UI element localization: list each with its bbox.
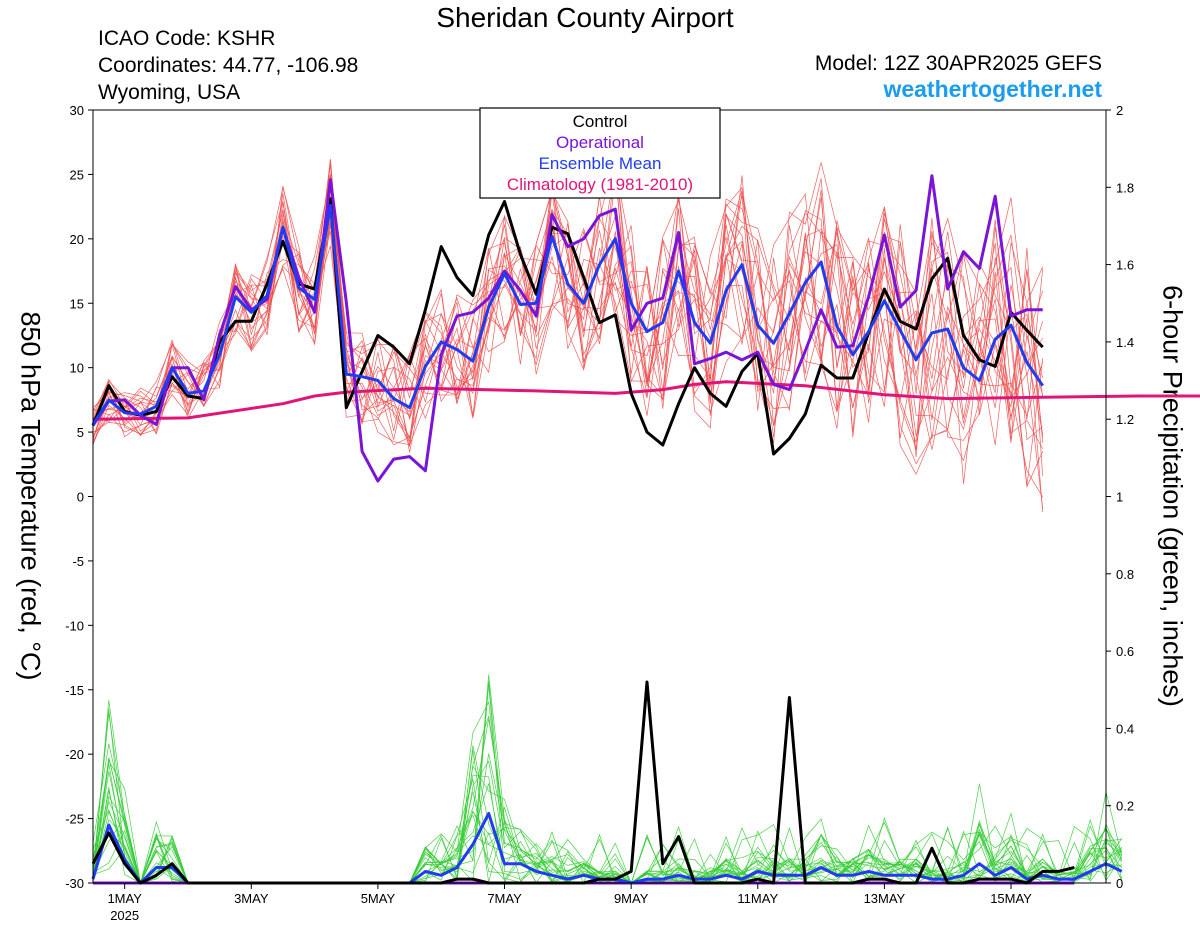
temp-member-lines	[92, 157, 1044, 513]
temp-member-line	[92, 159, 1044, 440]
y-left-tick-label: 25	[70, 167, 84, 182]
legend-entry: Control	[573, 112, 628, 131]
y-right-tick-label: 0.6	[1116, 644, 1134, 659]
y-left-tick-label: -30	[65, 876, 84, 891]
series-line-ensemble-mean	[91, 203, 1044, 426]
y-left-tick-label: 20	[70, 232, 84, 247]
axes: 302520151050-5-10-15-20-25-3021.81.61.41…	[65, 103, 1134, 923]
y-right-tick-label: 0.2	[1116, 799, 1134, 814]
temp-member-line	[92, 162, 1044, 446]
plot-frame	[92, 109, 1107, 884]
x-tick-label: 15MAY	[990, 891, 1032, 906]
y-right-tick-label: 0	[1116, 876, 1123, 891]
x-tick-label: 9MAY	[614, 891, 649, 906]
precip-member-line	[92, 708, 1123, 884]
y-right-tick-label: 0.8	[1116, 567, 1134, 582]
precip-member-lines	[92, 674, 1123, 885]
temp-member-line	[92, 188, 1044, 498]
legend-box	[479, 107, 721, 199]
legend-entry: Climatology (1981-2010)	[507, 175, 693, 194]
x-tick-label: 3MAY	[234, 891, 269, 906]
y-left-tick-label: 0	[77, 490, 84, 505]
y-right-tick-label: 0.4	[1116, 721, 1134, 736]
model-run: Model: 12Z 30APR2025 GEFS	[814, 52, 1102, 75]
temp-member-line	[92, 173, 1044, 446]
x-tick-label: 1MAY	[107, 891, 142, 906]
y-left-tick-label: -20	[65, 747, 84, 762]
y-left-tick-label: -25	[65, 812, 84, 827]
y-left-tick-label: -5	[72, 554, 84, 569]
y-left-tick-label: 15	[70, 296, 84, 311]
coordinates: Coordinates: 44.77, -106.98	[98, 54, 359, 77]
temp-member-line	[92, 191, 1044, 509]
y-left-tick-label: 30	[70, 103, 84, 118]
temp-member-line	[92, 186, 1044, 450]
y-left-tick-label: -10	[65, 618, 84, 633]
y-right-tick-label: 1.2	[1116, 412, 1134, 427]
y-right-tick-label: 1.6	[1116, 258, 1134, 273]
series-line-control	[91, 197, 1044, 456]
x-tick-label: 13MAY	[864, 891, 906, 906]
temp-member-line	[92, 193, 1044, 443]
series-line-climatology-1981-2010	[92, 380, 1200, 421]
x-tick-year: 2025	[110, 908, 139, 923]
precip-member-line	[92, 718, 1122, 884]
x-tick-label: 11MAY	[737, 891, 778, 906]
temp-member-line	[92, 185, 1043, 476]
icao-code: ICAO Code: KSHR	[98, 27, 276, 50]
series-line-control-precip	[91, 680, 1075, 885]
legend-entry: Operational	[556, 133, 644, 152]
precip-member-line	[92, 700, 1123, 884]
legend-entry: Ensemble Mean	[539, 154, 662, 173]
chart-title: Sheridan County Airport	[436, 2, 734, 33]
region: Wyoming, USA	[98, 81, 241, 104]
x-tick-label: 5MAY	[361, 891, 396, 906]
legend: Control Operational Ensemble Mean Climatolo…	[479, 107, 721, 199]
series-line-operational	[91, 174, 1043, 483]
x-tick-label: 7MAY	[487, 891, 522, 906]
y-right-tick-label: 1.8	[1116, 180, 1134, 195]
y-left-tick-label: -15	[65, 683, 84, 698]
y-left-tick-label: 5	[77, 425, 84, 440]
y-right-tick-label: 1.4	[1116, 335, 1134, 350]
y-right-tick-label: 2	[1116, 103, 1123, 118]
brand-link[interactable]: weathertogether.net	[883, 76, 1102, 102]
y-left-tick-label: 10	[70, 361, 84, 376]
temp-member-line	[92, 191, 1044, 445]
y-right-tick-label: 1	[1116, 490, 1123, 505]
